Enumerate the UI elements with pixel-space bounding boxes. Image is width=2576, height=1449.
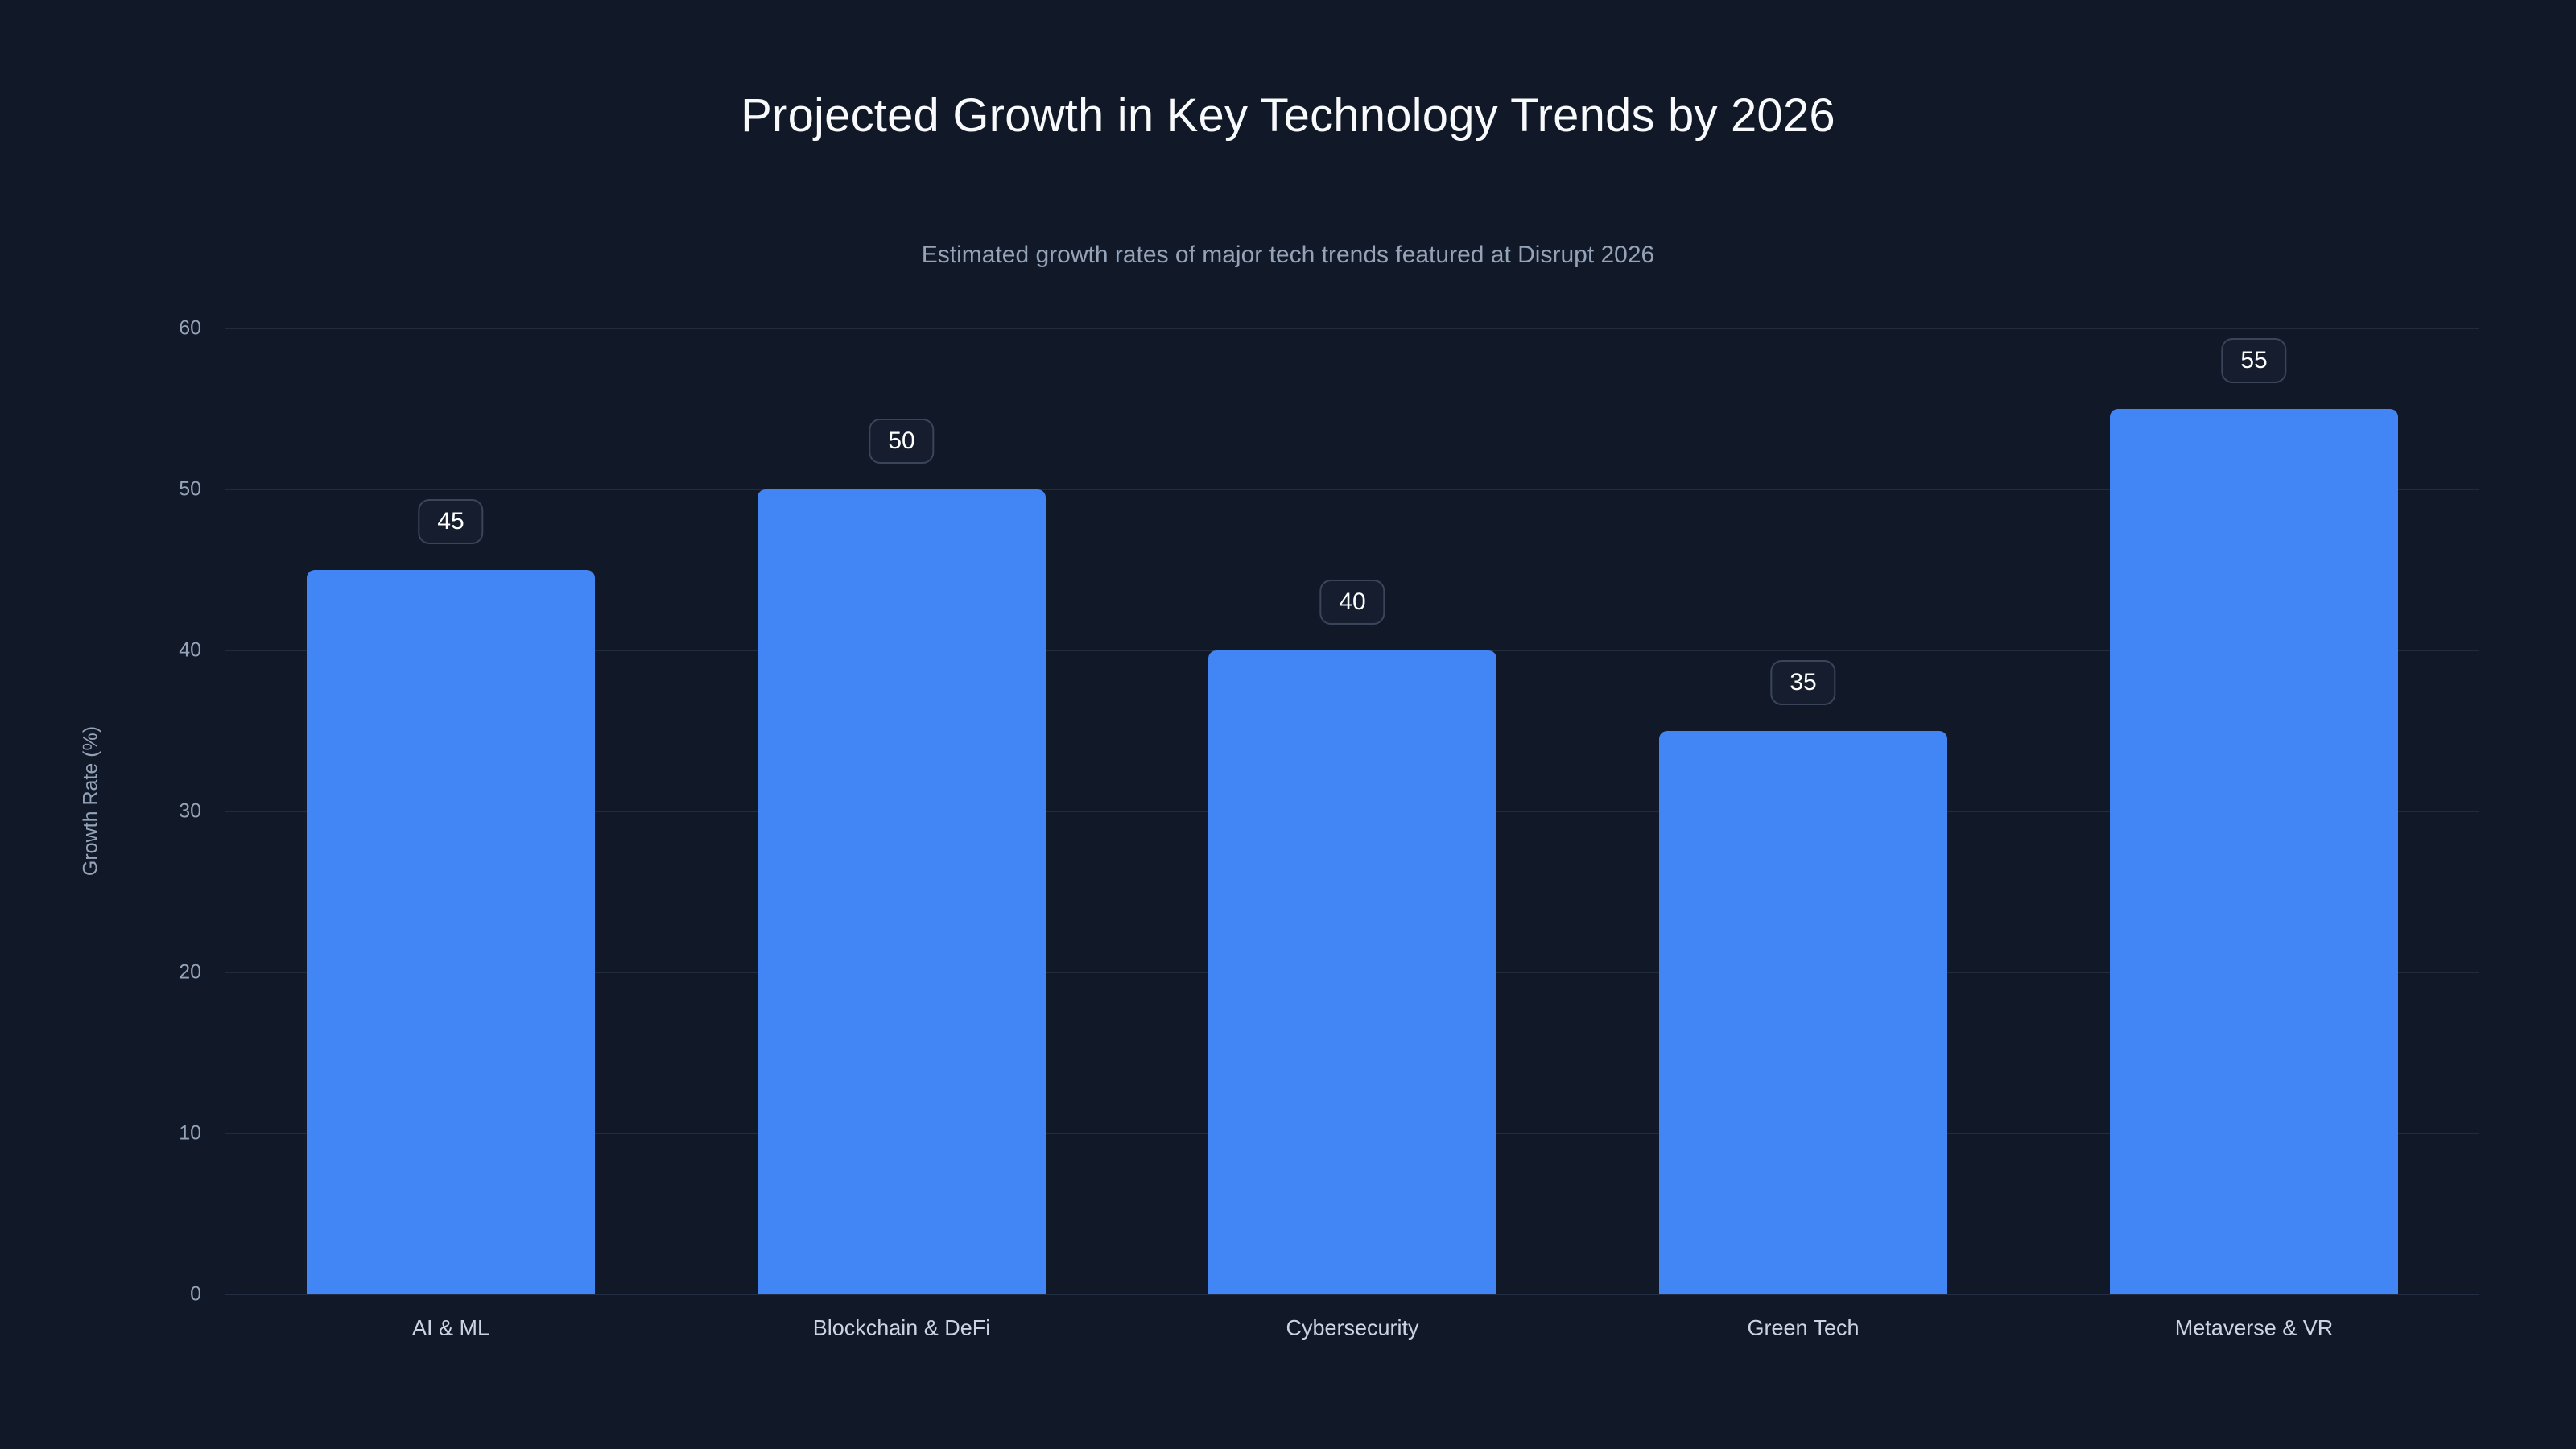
x-axis-tick-label: Green Tech xyxy=(1747,1315,1860,1340)
x-axis-tick-label: Blockchain & DeFi xyxy=(812,1315,991,1340)
chart-subtitle: Estimated growth rates of major tech tre… xyxy=(921,242,1655,268)
plot-area xyxy=(225,328,2479,1295)
gridline xyxy=(225,1294,2479,1295)
bar-value-label: 50 xyxy=(869,419,935,464)
bar-ai-ml[interactable] xyxy=(307,570,595,1294)
bar-value-label: 40 xyxy=(1319,580,1385,625)
bar-value-label: 45 xyxy=(418,499,484,544)
y-axis-title: Growth Rate (%) xyxy=(79,725,102,877)
y-axis-tick-label: 60 xyxy=(179,316,201,340)
gridline xyxy=(225,328,2479,329)
bar-green-tech[interactable] xyxy=(1659,731,1947,1294)
bar-value-label: 55 xyxy=(2221,338,2287,383)
x-axis-tick-label: Cybersecurity xyxy=(1286,1315,1419,1340)
bar-cybersecurity[interactable] xyxy=(1208,650,1496,1294)
gridline xyxy=(225,489,2479,490)
chart-title: Projected Growth in Key Technology Trend… xyxy=(741,89,1835,142)
bar-metaverse-vr[interactable] xyxy=(2110,409,2398,1294)
y-axis-tick-label: 40 xyxy=(179,638,201,662)
y-axis-tick-label: 30 xyxy=(179,799,201,823)
y-axis-tick-label: 20 xyxy=(179,960,201,984)
x-axis-tick-label: Metaverse & VR xyxy=(2174,1315,2334,1340)
bar-blockchain-defi[interactable] xyxy=(758,489,1046,1294)
y-axis-tick-label: 10 xyxy=(179,1121,201,1145)
bar-value-label: 35 xyxy=(1770,660,1836,705)
y-axis-tick-label: 50 xyxy=(179,477,201,501)
x-axis-tick-label: AI & ML xyxy=(411,1315,490,1340)
y-axis-tick-label: 0 xyxy=(190,1282,201,1306)
